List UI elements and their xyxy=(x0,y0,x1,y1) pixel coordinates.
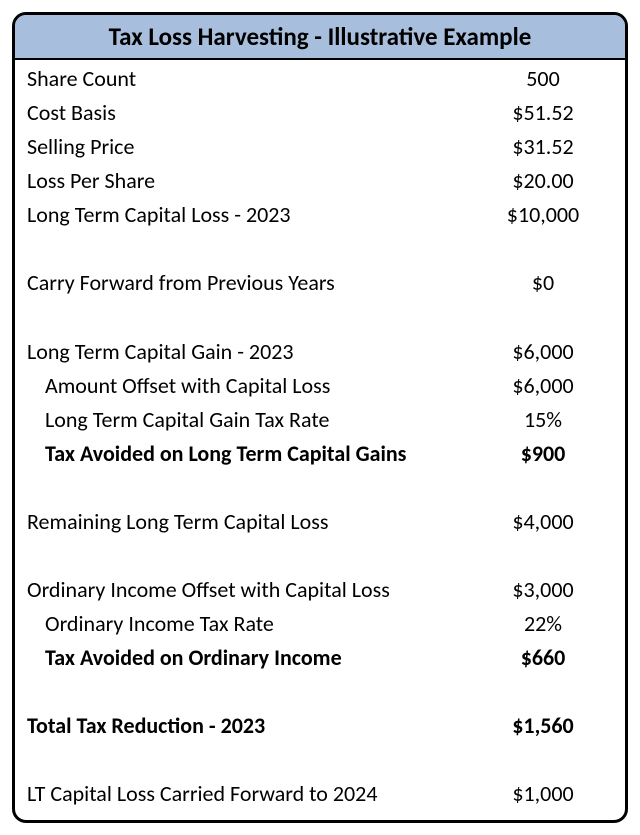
row-loss-per-share: Loss Per Share $20.00 xyxy=(27,164,613,198)
row-tax-avoided-ordinary: Tax Avoided on Ordinary Income $660 xyxy=(27,641,613,675)
label-lt-cap-gain-2023: Long Term Capital Gain - 2023 xyxy=(27,335,473,369)
label-lt-gain-tax-rate: Long Term Capital Gain Tax Rate xyxy=(27,403,473,437)
label-amount-offset: Amount Offset with Capital Loss xyxy=(27,369,473,403)
row-lt-cap-loss-2023: Long Term Capital Loss - 2023 $10,000 xyxy=(27,198,613,232)
row-tax-avoided-lt: Tax Avoided on Long Term Capital Gains $… xyxy=(27,437,613,471)
value-carry-forward-prev: $0 xyxy=(473,266,613,300)
label-remaining-lt-loss: Remaining Long Term Capital Loss xyxy=(27,505,473,539)
label-ordinary-offset: Ordinary Income Offset with Capital Loss xyxy=(27,573,473,607)
row-amount-offset: Amount Offset with Capital Loss $6,000 xyxy=(27,369,613,403)
value-lt-cap-loss-2023: $10,000 xyxy=(473,198,613,232)
row-ordinary-rate: Ordinary Income Tax Rate 22% xyxy=(27,607,613,641)
row-ordinary-offset: Ordinary Income Offset with Capital Loss… xyxy=(27,573,613,607)
value-lt-cap-gain-2023: $6,000 xyxy=(473,335,613,369)
row-cost-basis: Cost Basis $51.52 xyxy=(27,96,613,130)
row-carry-forward-prev: Carry Forward from Previous Years $0 xyxy=(27,266,613,300)
value-amount-offset: $6,000 xyxy=(473,369,613,403)
label-cost-basis: Cost Basis xyxy=(27,96,473,130)
row-lt-gain-tax-rate: Long Term Capital Gain Tax Rate 15% xyxy=(27,403,613,437)
value-lt-gain-tax-rate: 15% xyxy=(473,403,613,437)
row-lt-cap-gain-2023: Long Term Capital Gain - 2023 $6,000 xyxy=(27,335,613,369)
label-ordinary-rate: Ordinary Income Tax Rate xyxy=(27,607,473,641)
row-lt-loss-carried-2024: LT Capital Loss Carried Forward to 2024 … xyxy=(27,777,613,811)
row-remaining-lt-loss: Remaining Long Term Capital Loss $4,000 xyxy=(27,505,613,539)
label-total-reduction: Total Tax Reduction - 2023 xyxy=(27,709,473,743)
value-remaining-lt-loss: $4,000 xyxy=(473,505,613,539)
value-lt-loss-carried-2024: $1,000 xyxy=(473,777,613,811)
value-share-count: 500 xyxy=(473,62,613,96)
spacer xyxy=(27,675,613,709)
label-tax-avoided-ordinary: Tax Avoided on Ordinary Income xyxy=(27,641,473,675)
table-frame: Tax Loss Harvesting - Illustrative Examp… xyxy=(12,12,628,823)
value-tax-avoided-lt: $900 xyxy=(473,437,613,471)
row-share-count: Share Count 500 xyxy=(27,62,613,96)
label-share-count: Share Count xyxy=(27,62,473,96)
label-carry-forward-prev: Carry Forward from Previous Years xyxy=(27,266,473,300)
value-loss-per-share: $20.00 xyxy=(473,164,613,198)
spacer xyxy=(27,743,613,777)
row-total-reduction: Total Tax Reduction - 2023 $1,560 xyxy=(27,709,613,743)
value-selling-price: $31.52 xyxy=(473,130,613,164)
table-body: Share Count 500 Cost Basis $51.52 Sellin… xyxy=(15,60,625,820)
label-loss-per-share: Loss Per Share xyxy=(27,164,473,198)
row-selling-price: Selling Price $31.52 xyxy=(27,130,613,164)
label-lt-loss-carried-2024: LT Capital Loss Carried Forward to 2024 xyxy=(27,777,473,811)
label-lt-cap-loss-2023: Long Term Capital Loss - 2023 xyxy=(27,198,473,232)
spacer xyxy=(27,471,613,505)
value-ordinary-offset: $3,000 xyxy=(473,573,613,607)
value-tax-avoided-ordinary: $660 xyxy=(473,641,613,675)
spacer xyxy=(27,539,613,573)
spacer xyxy=(27,232,613,266)
spacer xyxy=(27,301,613,335)
table-title: Tax Loss Harvesting - Illustrative Examp… xyxy=(15,15,625,60)
label-selling-price: Selling Price xyxy=(27,130,473,164)
value-ordinary-rate: 22% xyxy=(473,607,613,641)
value-total-reduction: $1,560 xyxy=(473,709,613,743)
label-tax-avoided-lt: Tax Avoided on Long Term Capital Gains xyxy=(27,437,473,471)
value-cost-basis: $51.52 xyxy=(473,96,613,130)
